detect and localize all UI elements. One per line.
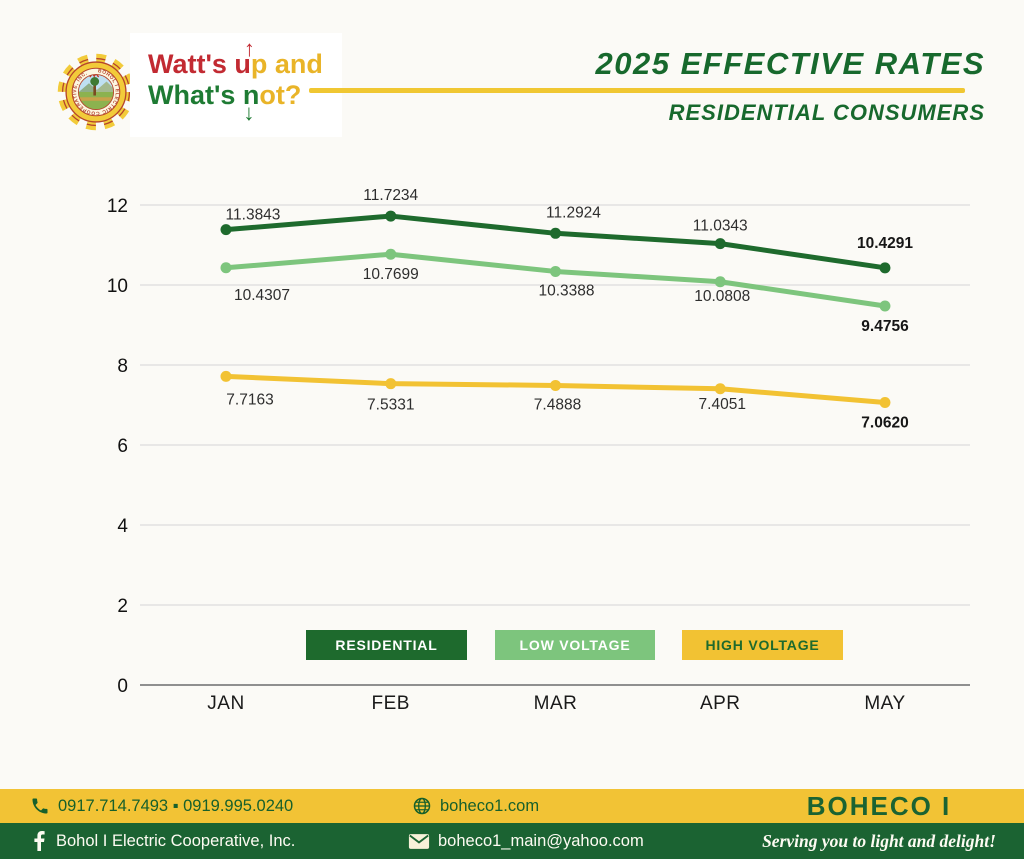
chart-section: 0 2 4 6 8 10 12 JAN FEB MAR APR MAY 11.3843 11.7234 11… [0, 160, 1024, 760]
tagline-p-and: p and [250, 49, 323, 79]
tagline-wattss: Watt's [148, 49, 235, 79]
data-point [550, 265, 561, 277]
footer-yellow-band: 0917.714.7493 ▪ 0919.995.0240 boheco1.co… [0, 789, 1024, 823]
data-point [879, 397, 891, 409]
email-block: boheco1_main@yahoo.com [408, 823, 644, 859]
phone-block: 0917.714.7493 ▪ 0919.995.0240 [30, 789, 293, 823]
x-tick-label: APR [700, 693, 741, 714]
series-residential: 11.3843 11.7234 11.2924 11.0343 10.4291 [220, 187, 913, 274]
phone-numbers: 0917.714.7493 ▪ 0919.995.0240 [58, 796, 294, 815]
data-point [879, 300, 891, 312]
up-arrow-icon: ↑ [243, 36, 255, 62]
tagline-line-1: Watt's u ↑ p and [148, 36, 342, 80]
data-label: 7.7163 [226, 391, 273, 408]
footer: 0917.714.7493 ▪ 0919.995.0240 boheco1.co… [0, 789, 1024, 859]
x-axis-labels: JAN FEB MAR APR MAY [207, 693, 905, 714]
website-block: boheco1.com [412, 789, 539, 823]
data-label: 11.0343 [693, 218, 748, 235]
y-tick-label: 4 [117, 516, 128, 537]
series-low-voltage: 10.4307 10.7699 10.3388 10.0808 9.4756 [220, 248, 909, 335]
x-tick-label: FEB [372, 693, 410, 714]
globe-icon [413, 797, 431, 815]
data-label: 10.4291 [857, 235, 913, 252]
boheco-seal-logo: BOHOL I ELECTRIC COOPERATIVE, INC. [57, 53, 135, 131]
tagline-ot: ot? [259, 80, 302, 110]
data-point [220, 224, 232, 236]
tagline-card: Watt's u ↑ p and What's n ↓ ot? [130, 33, 342, 137]
data-label: 11.7234 [363, 187, 418, 204]
data-point [714, 276, 726, 288]
seal-landscape [78, 74, 114, 110]
y-tick-label: 0 [117, 676, 128, 697]
page-subtitle: RESIDENTIAL CONSUMERS [668, 100, 985, 125]
y-tick-label: 8 [117, 356, 128, 377]
data-label: 7.4051 [699, 396, 746, 413]
data-label: 11.3843 [226, 207, 281, 224]
data-point [220, 370, 232, 382]
facebook-icon [34, 831, 45, 851]
y-tick-label: 10 [107, 276, 128, 297]
website-url: boheco1.com [440, 796, 540, 815]
facebook-block: Bohol I Electric Cooperative, Inc. [30, 823, 295, 859]
phone-icon [32, 798, 48, 814]
y-axis-tick-labels: 0 2 4 6 8 10 12 [107, 196, 129, 697]
data-point [385, 248, 397, 260]
y-tick-label: 2 [117, 596, 128, 617]
data-label: 7.4888 [534, 396, 581, 413]
legend-chip-residential: RESIDENTIAL [306, 630, 467, 660]
tagline-u-with-arrow: u ↑ [234, 36, 254, 80]
title-underline [309, 88, 965, 93]
brand-name: BOHECO I [806, 790, 952, 821]
legend-label: LOW VOLTAGE [519, 637, 631, 653]
data-label: 7.5331 [367, 397, 414, 414]
y-tick-label: 12 [107, 196, 128, 217]
data-label: 11.2924 [546, 204, 601, 221]
tagline-whats: What's [148, 80, 243, 110]
data-point [879, 262, 891, 274]
down-arrow-icon: ↓ [243, 100, 255, 126]
data-point [220, 262, 232, 274]
data-point [714, 238, 726, 250]
legend-label: RESIDENTIAL [335, 637, 438, 653]
facebook-page-name: Bohol I Electric Cooperative, Inc. [56, 831, 296, 850]
data-point [714, 383, 726, 395]
data-point [550, 227, 561, 239]
y-tick-label: 6 [117, 436, 128, 457]
x-tick-label: MAY [864, 693, 905, 714]
data-label: 10.7699 [363, 266, 419, 283]
gridlines [140, 204, 970, 686]
tagline-line-2: What's n ↓ ot? [148, 80, 342, 125]
data-point [385, 210, 397, 222]
tagline-n-with-arrow: n ↓ [243, 80, 260, 125]
data-label: 10.0808 [694, 288, 750, 305]
footer-green-band: Bohol I Electric Cooperative, Inc. bohec… [0, 823, 1024, 859]
legend-chip-high-voltage: HIGH VOLTAGE [682, 630, 843, 660]
data-point [385, 378, 397, 390]
brand-slogan: Serving you to light and delight! [762, 830, 996, 851]
data-label: 9.4756 [861, 318, 909, 335]
title-block: 2025 EFFECTIVE RATES RESIDENTIAL CONSUME… [309, 46, 985, 126]
series-high-voltage: 7.7163 7.5331 7.4888 7.4051 7.0620 [220, 370, 909, 432]
email-address: boheco1_main@yahoo.com [438, 831, 644, 850]
data-label: 7.0620 [861, 415, 908, 432]
x-tick-label: MAR [534, 693, 578, 714]
page-title: 2025 EFFECTIVE RATES [595, 46, 985, 81]
data-point [550, 379, 561, 391]
data-label: 10.4307 [234, 287, 290, 304]
x-tick-label: JAN [207, 693, 244, 714]
legend-chip-low-voltage: LOW VOLTAGE [495, 630, 655, 660]
envelope-icon [408, 833, 430, 849]
header: BOHOL I ELECTRIC COOPERATIVE, INC. Watt'… [0, 0, 1024, 160]
legend-label: HIGH VOLTAGE [705, 637, 820, 653]
data-label: 10.3388 [538, 282, 594, 299]
